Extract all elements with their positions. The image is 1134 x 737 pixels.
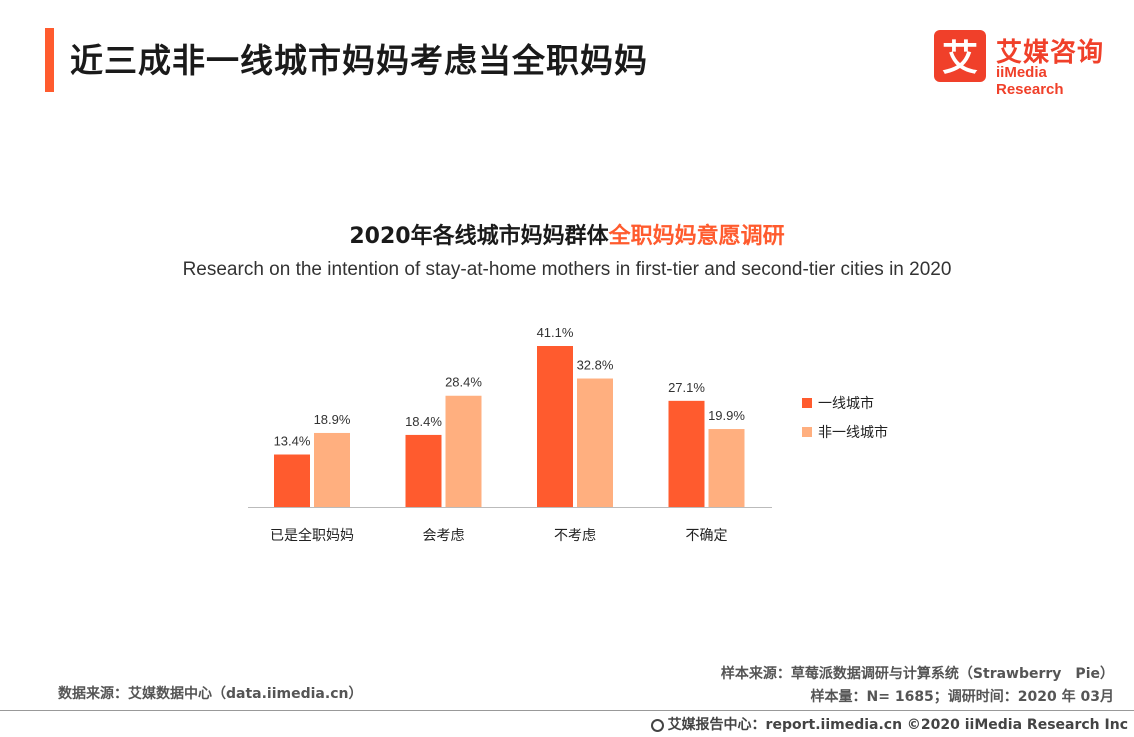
chart-title-main: 2020年各线城市妈妈群体 xyxy=(349,224,609,249)
data-label: 18.9% xyxy=(314,412,351,427)
category-label: 会考虑 xyxy=(423,528,465,544)
bar-nontier1-2 xyxy=(577,378,613,507)
bar-tier1-3 xyxy=(668,400,705,507)
data-source: 数据来源：艾媒数据中心（data.iimedia.cn） xyxy=(58,686,363,702)
data-label: 19.9% xyxy=(708,408,745,423)
footer-divider xyxy=(0,710,1134,711)
page-title: 近三成非一线城市妈妈考虑当全职妈妈 xyxy=(70,41,648,80)
bar-nontier1-3 xyxy=(708,429,745,507)
category-label: 不考虑 xyxy=(554,528,596,544)
chart-title-highlight: 全职妈妈意愿调研 xyxy=(608,224,785,249)
legend-label: 非一线城市 xyxy=(818,424,888,441)
legend-swatch xyxy=(802,398,812,408)
bar-tier1-1 xyxy=(405,434,442,507)
bar-nontier1-0 xyxy=(314,432,350,507)
sample-info: 样本量：N= 1685；调研时间：2020 年 03月 xyxy=(810,689,1114,705)
data-label: 18.4% xyxy=(405,414,442,429)
logo-text-en: iiMedia Research xyxy=(996,64,1064,98)
iimedia-logo: 艾 艾媒咨询 iiMedia Research xyxy=(934,30,1114,98)
data-label: 32.8% xyxy=(577,358,614,373)
bar-nontier1-1 xyxy=(445,395,482,507)
report-center-text: 艾媒报告中心：report.iimedia.cn ©2020 iiMedia R… xyxy=(667,717,1128,733)
data-label: 13.4% xyxy=(274,434,311,449)
chart-subtitle: Research on the intention of stay-at-hom… xyxy=(182,259,952,280)
data-label: 41.1% xyxy=(537,325,574,340)
legend-label: 一线城市 xyxy=(818,395,874,412)
category-label: 不确定 xyxy=(686,528,728,544)
data-label: 27.1% xyxy=(668,380,705,395)
logo-text-cn: 艾媒咨询 xyxy=(996,38,1105,68)
svg-text:艾: 艾 xyxy=(942,38,978,79)
sample-source: 样本来源：草莓派数据调研与计算系统（Strawberry Pie） xyxy=(720,666,1114,682)
title-accent-bar xyxy=(45,28,54,92)
bar-tier1-0 xyxy=(274,454,310,507)
report-center: 艾媒报告中心：report.iimedia.cn ©2020 iiMedia R… xyxy=(650,714,1128,734)
category-label: 已是全职妈妈 xyxy=(270,527,354,544)
bar-chart: 13.4%18.9% 已是全职妈妈 18.4% 28.4% 会考虑 41.1% 32.8% 不… xyxy=(248,325,888,544)
chart-title: 2020年各线城市妈妈群体全职妈妈意愿调研 xyxy=(0,218,1134,250)
data-label: 28.4% xyxy=(445,375,482,390)
legend-swatch xyxy=(802,427,812,437)
globe-icon xyxy=(650,719,664,732)
bar-tier1-2 xyxy=(537,346,573,507)
logo-mark-icon: 艾 xyxy=(934,30,986,82)
